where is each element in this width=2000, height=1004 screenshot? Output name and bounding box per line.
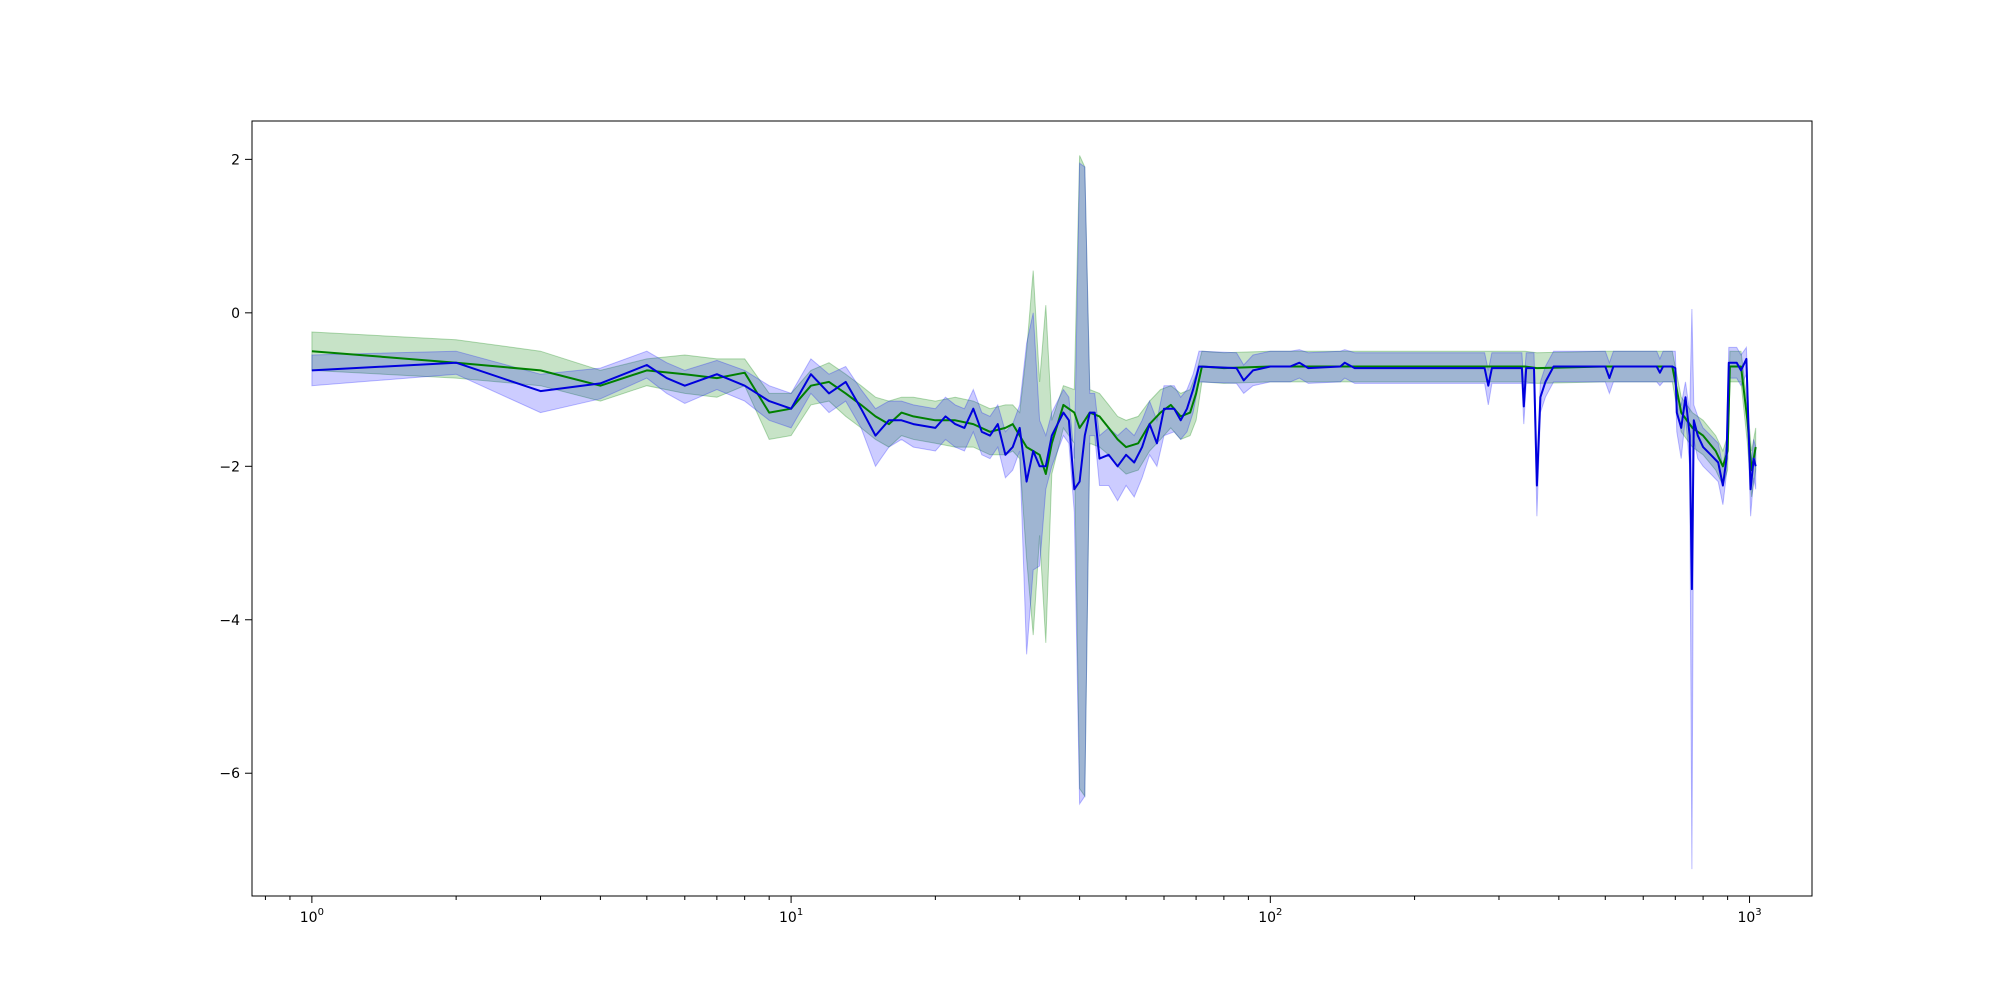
y-tick-label: 2	[231, 152, 240, 168]
x-tick-label: 103	[1737, 907, 1761, 926]
y-tick-label: 0	[231, 306, 240, 322]
y-tick-label: −6	[219, 766, 240, 782]
x-axis: 100 101 102 103	[264, 896, 1762, 926]
plot-frame	[251, 120, 1813, 897]
x-tick-label: 100	[300, 907, 324, 926]
x-tick-label: 102	[1258, 907, 1282, 926]
series-2-line	[311, 357, 1757, 591]
series-2-band	[311, 162, 1757, 870]
confidence-bands	[311, 155, 1757, 870]
series-lines	[311, 350, 1757, 591]
y-axis: 2 0 −2 −4 −6	[219, 152, 252, 782]
y-tick-label: −4	[219, 613, 240, 629]
series-1-band	[311, 155, 1757, 798]
y-tick-label: −2	[219, 459, 240, 475]
x-tick-label: 101	[779, 907, 803, 926]
